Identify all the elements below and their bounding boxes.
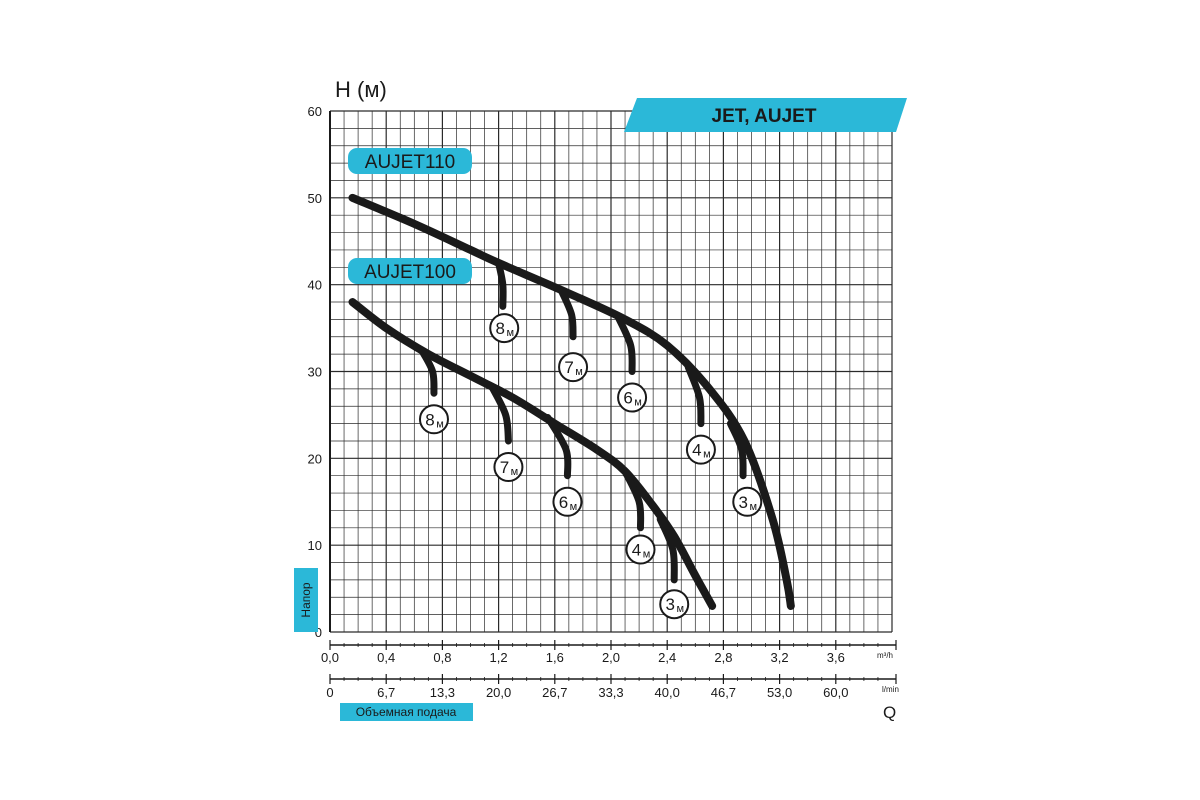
branch-label-circle — [659, 589, 690, 620]
x2-tick-label: 33,3 — [598, 685, 623, 700]
side-label-box — [294, 568, 318, 632]
x-tick-label: 2,8 — [714, 650, 732, 665]
series-curve-aujet110 — [348, 193, 795, 610]
chart-grid — [329, 110, 893, 633]
x2-tick-label: 53,0 — [767, 685, 792, 700]
y-tick-label: 10 — [308, 538, 322, 553]
x-tick-label: 0,4 — [377, 650, 395, 665]
x2-tick-label: 26,7 — [542, 685, 567, 700]
branch-label-circle — [552, 486, 583, 517]
bottom-label: Объемная подача — [356, 705, 457, 719]
x-tick-label: 1,2 — [490, 650, 508, 665]
branch-label-circle — [493, 452, 524, 483]
x-tick-label: 0,8 — [433, 650, 451, 665]
branch-label-text: 8 — [495, 319, 504, 338]
branch-label-circle — [685, 434, 716, 465]
bottom-label-box — [340, 703, 473, 721]
branch-label-circle — [558, 352, 589, 383]
q-label: Q — [883, 703, 896, 722]
branch-curve — [417, 346, 438, 397]
y-axis-title: H (м) — [335, 77, 387, 102]
branch-label-unit: м — [643, 549, 651, 561]
x2-tick-label: 40,0 — [655, 685, 680, 700]
branch-label-circle — [489, 313, 520, 344]
branch-curve — [544, 414, 572, 480]
y-tick-label: 60 — [308, 104, 322, 119]
x-tick-label: 2,0 — [602, 650, 620, 665]
branch-label-unit: м — [570, 501, 578, 513]
branch-curve — [614, 313, 636, 375]
x-tick-label: 3,6 — [827, 650, 845, 665]
y-tick-label: 50 — [308, 191, 322, 206]
branch-label-circle — [617, 382, 648, 413]
x2-tick-label: 46,7 — [711, 685, 736, 700]
side-label: Напор — [299, 582, 313, 618]
x-tick-label: 2,4 — [658, 650, 676, 665]
branch-label-unit: м — [703, 449, 711, 461]
y-tick-label: 30 — [308, 365, 322, 380]
branch-label-text: 4 — [632, 541, 641, 560]
branch-label-unit: м — [511, 466, 519, 478]
branch-label-unit: м — [750, 501, 758, 513]
x2-tick-label: 13,3 — [430, 685, 455, 700]
branch-curve — [621, 467, 645, 532]
chart-axes — [329, 111, 897, 684]
flow-unit-lmin: l/min — [882, 685, 899, 694]
branch-label-text: 4 — [692, 441, 701, 460]
x-tick-label: 0,0 — [321, 650, 339, 665]
branch-label-unit: м — [436, 418, 444, 430]
x2-tick-label: 6,7 — [377, 685, 395, 700]
branch-label-unit: м — [676, 603, 684, 615]
branch-label-circle — [732, 486, 763, 517]
y-tick-label: 40 — [308, 278, 322, 293]
branch-label-circle — [625, 534, 656, 565]
y-tick-label: 20 — [308, 451, 322, 466]
x2-tick-label: 60,0 — [823, 685, 848, 700]
branch-label-text: 6 — [559, 493, 568, 512]
series-title-banner — [624, 98, 907, 132]
branch-label-unit: м — [634, 397, 642, 409]
branch-label-unit: м — [506, 327, 514, 339]
branch-curve — [495, 259, 507, 310]
branch-curve — [488, 382, 512, 445]
branch-curve — [656, 515, 678, 584]
branch-label-text: 8 — [425, 410, 434, 429]
flow-unit-m3h: m³/h — [877, 651, 893, 660]
series-label-aujet100: AUJET100 — [364, 262, 456, 283]
branch-label-text: 7 — [500, 458, 509, 477]
series-label-aujet110: AUJET110 — [365, 152, 455, 173]
series-curve-aujet100 — [348, 298, 717, 610]
branch-label-text: 7 — [564, 358, 573, 377]
series-title: JET, AUJET — [712, 106, 817, 127]
x-tick-label: 3,2 — [771, 650, 789, 665]
branch-label-text: 6 — [623, 389, 632, 408]
x-tick-label: 1,6 — [546, 650, 564, 665]
branch-label-text: 3 — [739, 493, 748, 512]
x2-tick-label: 0 — [326, 685, 333, 700]
x2-tick-label: 20,0 — [486, 685, 511, 700]
series-label-box — [348, 258, 472, 284]
branch-label-circle — [418, 404, 449, 435]
y-tick-label: 0 — [315, 625, 322, 640]
branch-label-text: 3 — [665, 595, 674, 614]
branch-curve — [558, 288, 577, 341]
chart-curves — [348, 193, 795, 610]
branch-curve — [684, 363, 705, 428]
branch-label-unit: м — [575, 366, 583, 378]
branch-curve — [726, 420, 747, 480]
series-label-box — [348, 148, 472, 174]
